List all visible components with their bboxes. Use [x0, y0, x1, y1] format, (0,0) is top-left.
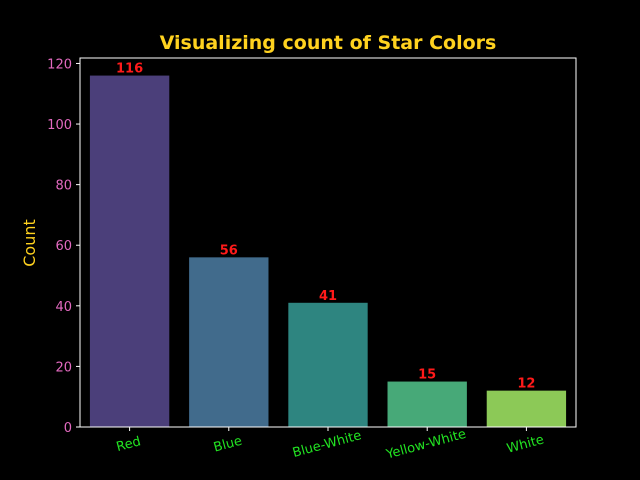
y-tick-label: 100 — [47, 118, 72, 133]
bar-yellow-white — [387, 381, 467, 427]
x-tick-label-blue-white: Blue-White — [291, 428, 363, 461]
bars-layer — [89, 75, 567, 428]
data-label-white: 12 — [517, 377, 535, 392]
bar-white — [486, 390, 567, 427]
y-tick-label: 20 — [55, 360, 72, 375]
bar-blue-white — [288, 302, 368, 427]
y-tick-label: 80 — [55, 179, 72, 194]
y-tick-label: 40 — [55, 300, 72, 315]
bar-blue — [189, 257, 269, 427]
data-labels-layer: 116 56 41 15 12 — [116, 62, 535, 392]
bar-red — [89, 75, 170, 428]
y-tick-label: 120 — [47, 57, 72, 72]
x-tick-label-yellow-white: Yellow-White — [384, 427, 468, 463]
y-axis-label: Count — [20, 219, 39, 267]
y-tick-label: 60 — [55, 239, 72, 254]
x-tick-label-red: Red — [115, 434, 143, 455]
x-tick-label-white: White — [505, 432, 545, 456]
plot-frame — [79, 57, 577, 428]
data-label-blue-white: 41 — [319, 289, 337, 304]
chart-title: Visualizing count of Star Colors — [160, 32, 497, 54]
x-tick-label-blue: Blue — [212, 434, 244, 456]
data-label-yellow-white: 15 — [418, 368, 436, 383]
y-tick-label: 0 — [64, 421, 72, 436]
data-label-blue: 56 — [220, 243, 238, 258]
data-label-red: 116 — [116, 62, 143, 77]
